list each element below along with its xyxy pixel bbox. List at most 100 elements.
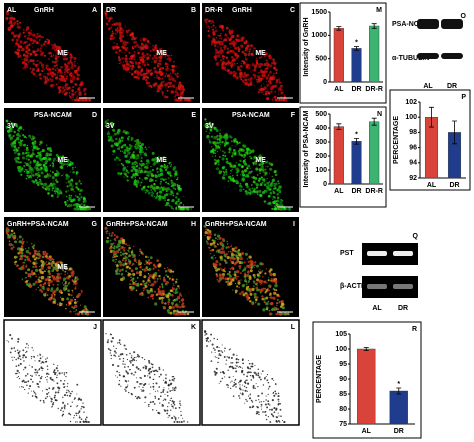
- speckle: [113, 158, 117, 161]
- speckle: [61, 78, 66, 82]
- speckle: [267, 89, 269, 91]
- speckle: [64, 86, 67, 88]
- speckle: [147, 256, 149, 259]
- speckle: [271, 75, 275, 78]
- speckle: [167, 268, 171, 272]
- speckle: [64, 380, 66, 382]
- speckle: [39, 377, 42, 380]
- speckle: [230, 245, 233, 248]
- speckle: [128, 391, 130, 394]
- blot-lane: DR: [447, 83, 457, 90]
- speckle: [143, 358, 146, 361]
- speckle: [159, 182, 162, 185]
- speckle: [162, 405, 165, 407]
- speckle: [178, 306, 182, 309]
- speckle: [171, 68, 175, 72]
- speckle: [220, 267, 222, 269]
- speckle: [78, 90, 82, 95]
- speckle: [208, 341, 210, 343]
- speckle: [237, 46, 240, 49]
- speckle: [126, 154, 129, 156]
- speckle: [245, 47, 248, 50]
- speckle: [270, 181, 274, 185]
- speckle: [40, 182, 44, 186]
- speckle: [168, 402, 170, 404]
- speckle: [277, 403, 280, 406]
- speckle: [275, 392, 277, 395]
- speckle: [248, 48, 252, 51]
- speckle: [21, 173, 23, 175]
- speckle: [150, 370, 153, 373]
- speckle: [273, 411, 276, 414]
- speckle: [263, 88, 266, 91]
- speckle: [151, 366, 154, 369]
- speckle: [33, 391, 36, 394]
- speckle: [26, 52, 30, 55]
- speckle: [64, 266, 68, 271]
- speckle: [170, 75, 173, 79]
- speckle: [213, 136, 217, 140]
- speckle: [29, 154, 34, 158]
- speckle: [11, 38, 15, 42]
- speckle: [269, 296, 273, 299]
- speckle: [138, 71, 142, 75]
- speckle: [122, 61, 125, 63]
- panel-stain: GnRH+PSA-NCAM: [106, 221, 168, 228]
- speckle: [20, 133, 22, 135]
- speckle: [146, 268, 150, 271]
- speckle: [241, 358, 244, 361]
- speckle: [42, 283, 45, 286]
- speckle: [21, 255, 23, 258]
- speckle: [70, 194, 73, 197]
- speckle: [150, 73, 153, 76]
- speckle: [137, 169, 141, 173]
- speckle: [134, 371, 137, 374]
- speckle: [267, 194, 271, 198]
- speckle: [255, 383, 257, 385]
- speckle: [234, 378, 237, 381]
- speckle: [152, 44, 155, 47]
- speckle: [42, 36, 44, 38]
- speckle: [65, 77, 68, 80]
- speckle: [256, 264, 259, 268]
- speckle: [131, 363, 135, 367]
- speckle: [251, 187, 253, 189]
- speckle: [31, 395, 34, 397]
- speckle: [268, 63, 270, 66]
- speckle: [126, 265, 130, 269]
- speckle: [148, 263, 151, 265]
- speckle: [280, 415, 282, 417]
- speckle: [13, 130, 16, 134]
- speckle: [15, 156, 18, 160]
- speckle: [172, 71, 175, 74]
- speckle: [214, 256, 217, 259]
- speckle: [35, 167, 39, 171]
- speckle: [110, 121, 114, 125]
- speckle: [272, 296, 276, 300]
- speckle: [227, 284, 229, 286]
- speckle: [27, 279, 29, 281]
- speckle: [249, 263, 252, 266]
- speckle: [76, 393, 78, 395]
- speckle: [171, 305, 174, 307]
- speckle: [125, 252, 128, 255]
- speckle: [233, 270, 237, 274]
- speckle: [131, 373, 133, 375]
- speckle: [43, 68, 45, 71]
- speckle: [27, 48, 31, 52]
- speckle: [47, 262, 51, 265]
- speckle: [63, 50, 66, 53]
- blot-band-label: α-TUBULIN: [392, 55, 429, 62]
- speckle: [110, 242, 114, 246]
- speckle: [72, 291, 74, 293]
- speckle: [277, 419, 280, 422]
- speckle: [84, 420, 87, 423]
- speckle: [44, 262, 46, 264]
- speckle: [261, 92, 263, 94]
- speckle: [68, 282, 70, 284]
- speckle: [155, 274, 158, 277]
- speckle: [75, 98, 78, 102]
- speckle: [21, 266, 25, 270]
- speckle: [87, 420, 90, 424]
- speckle: [38, 276, 41, 279]
